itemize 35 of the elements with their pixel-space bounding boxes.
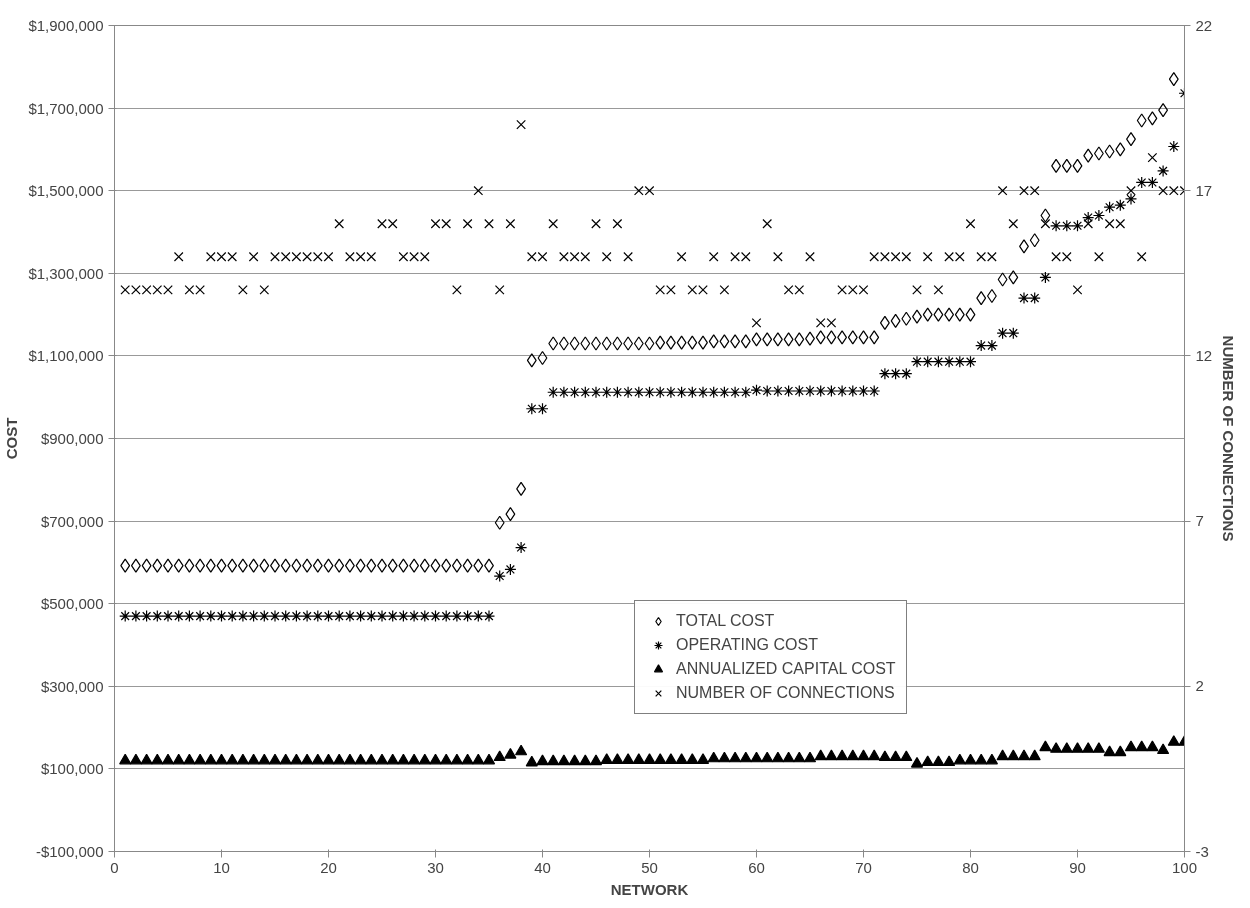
y-axis-title: COST bbox=[3, 417, 21, 460]
y-tick-label: $1,700,000 bbox=[28, 99, 104, 117]
legend-label: NUMBER OF CONNECTIONS bbox=[676, 684, 895, 702]
y-tick-label: $900,000 bbox=[40, 430, 104, 447]
x-axis-title: NETWORK bbox=[610, 880, 689, 898]
y2-tick-label: 22 bbox=[1195, 16, 1213, 34]
y2-tick-label: 7 bbox=[1195, 512, 1204, 530]
legend-label: OPERATING COST bbox=[676, 636, 818, 654]
legend-label: TOTAL COST bbox=[676, 612, 775, 630]
legend-label: ANNUALIZED CAPITAL COST bbox=[676, 660, 896, 678]
y2-tick-label: 12 bbox=[1195, 346, 1213, 364]
y-tick-label: $1,100,000 bbox=[28, 347, 104, 365]
x-tick-label: 0 bbox=[110, 858, 119, 876]
y2-tick-label: 17 bbox=[1195, 181, 1213, 199]
x-tick-label: 30 bbox=[427, 858, 444, 876]
x-tick-label: 90 bbox=[1069, 858, 1086, 876]
x-tick-label: 70 bbox=[855, 858, 872, 876]
y-tick-label: $300,000 bbox=[40, 677, 104, 695]
y2-axis-title: NUMBER OF CONNECTIONS bbox=[1220, 335, 1238, 542]
y-tick-label: -$100,000 bbox=[35, 843, 104, 860]
y-tick-label: $700,000 bbox=[40, 512, 104, 530]
y-tick-label: $1,300,000 bbox=[28, 264, 104, 282]
x-tick-label: 100 bbox=[1171, 858, 1198, 876]
x-tick-label: 10 bbox=[213, 858, 230, 876]
x-tick-label: 20 bbox=[320, 858, 337, 876]
x-tick-label: 40 bbox=[534, 858, 551, 876]
y-tick-label: $100,000 bbox=[40, 760, 104, 778]
y-tick-label: $1,900,000 bbox=[28, 17, 104, 34]
y-tick-label: $500,000 bbox=[40, 595, 104, 613]
x-tick-label: 50 bbox=[641, 858, 658, 876]
y2-tick-label: 2 bbox=[1195, 677, 1204, 695]
x-tick-label: 80 bbox=[962, 858, 979, 876]
y2-tick-label: -3 bbox=[1195, 842, 1209, 860]
y-tick-label: $1,500,000 bbox=[28, 182, 104, 200]
x-tick-label: 60 bbox=[748, 858, 765, 876]
